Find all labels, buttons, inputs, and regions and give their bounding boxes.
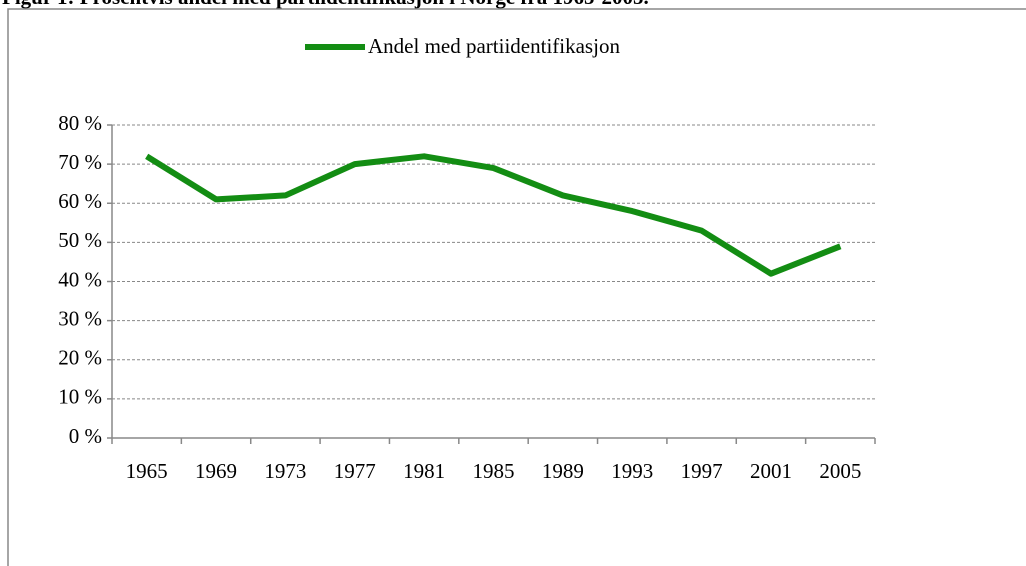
x-tick-label: 1965 (126, 459, 168, 483)
x-tick-label: 1985 (473, 459, 515, 483)
chart-frame (7, 8, 1026, 566)
y-tick-label: 40 % (58, 267, 102, 291)
chart-title: Figur 1: Prosentvis andel med partiident… (2, 0, 649, 9)
x-tick-label: 1977 (334, 459, 376, 483)
x-tick-label: 1981 (403, 459, 445, 483)
y-tick-label: 10 % (58, 385, 102, 409)
y-tick-label: 80 % (58, 111, 102, 135)
y-tick-label: 50 % (58, 228, 102, 252)
y-tick-label: 0 % (69, 424, 102, 448)
x-tick-label: 1969 (195, 459, 237, 483)
y-tick-label: 60 % (58, 189, 102, 213)
x-tick-label: 2005 (819, 459, 861, 483)
legend-label: Andel med partiidentifikasjon (368, 34, 620, 58)
line-series (145, 153, 842, 277)
x-tick-label: 1989 (542, 459, 584, 483)
y-tick-label: 20 % (58, 346, 102, 370)
x-tick-label: 2001 (750, 459, 792, 483)
y-tick-label: 70 % (58, 150, 102, 174)
y-tick-label: 30 % (58, 306, 102, 330)
x-tick-label: 1997 (681, 459, 723, 483)
x-tick-label: 1973 (264, 459, 306, 483)
x-tick-label: 1993 (611, 459, 653, 483)
